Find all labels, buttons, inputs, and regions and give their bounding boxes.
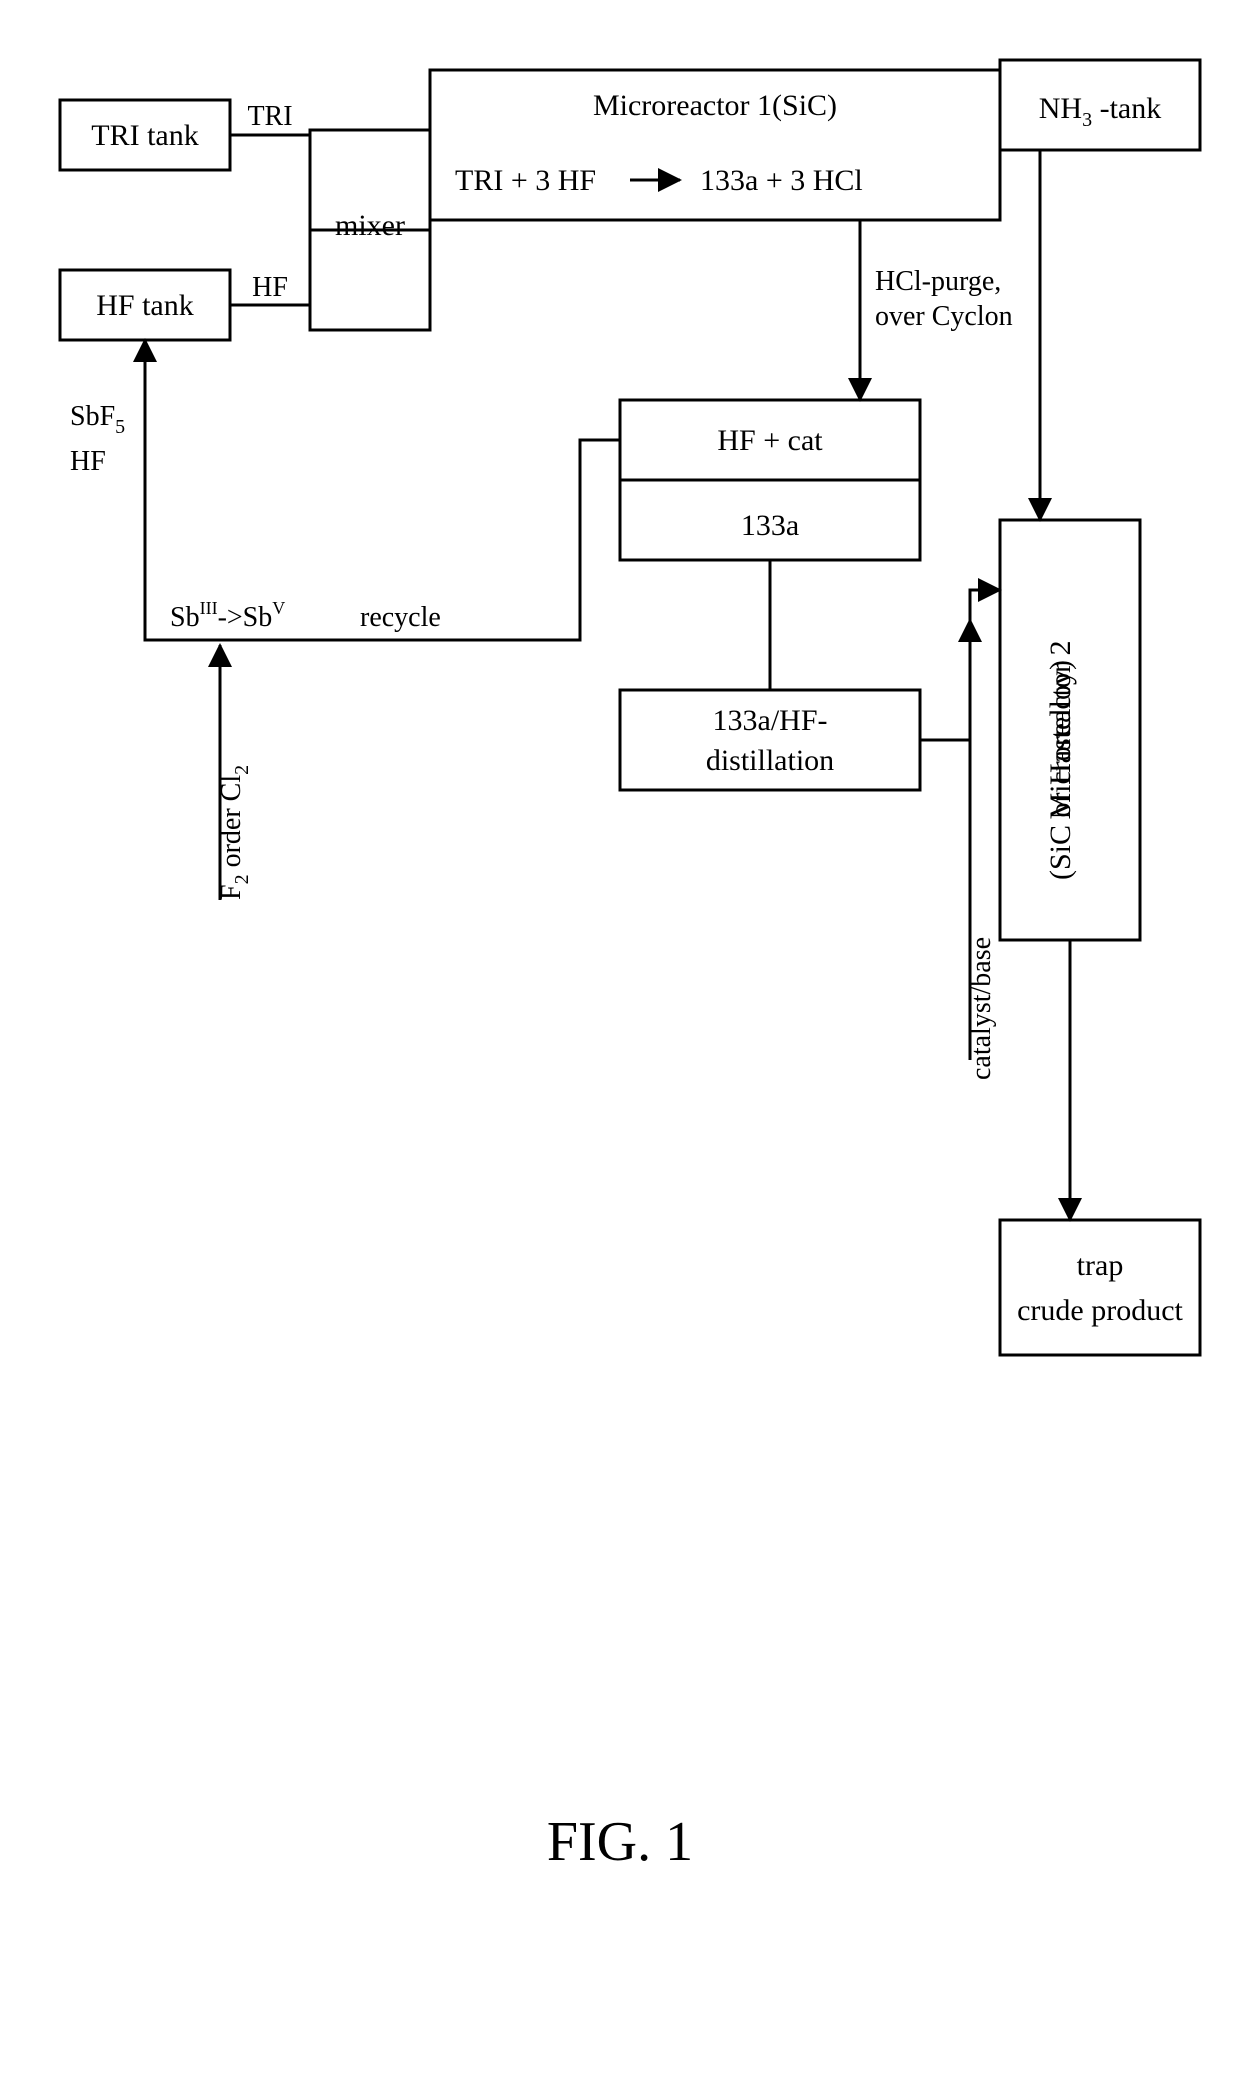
hf-tank-node: HF tank bbox=[60, 270, 230, 340]
nh3-tank-node: NH3 -tank bbox=[1000, 60, 1200, 150]
distillation-node: 133a/HF- distillation bbox=[620, 690, 920, 790]
mixer-label: mixer bbox=[335, 209, 405, 242]
trap-l2: crude product bbox=[1017, 1294, 1183, 1327]
tri-tank-node: TRI tank bbox=[60, 100, 230, 170]
edge-tri-label: TRI bbox=[247, 101, 292, 132]
reactor1-node: Microreactor 1(SiC) TRI + 3 HF 133a + 3 … bbox=[430, 70, 1000, 220]
edge-dist-r2 bbox=[920, 590, 1000, 740]
trap-node: trap crude product bbox=[1000, 1220, 1200, 1355]
figure-label: FIG. 1 bbox=[547, 1811, 693, 1873]
edge-hf-label: HF bbox=[252, 272, 288, 303]
sep-top-label: HF + cat bbox=[717, 424, 823, 457]
sep-bottom-label: 133a bbox=[741, 509, 799, 542]
hcl-purge-l1: HCl-purge, bbox=[875, 266, 1001, 297]
reactor1-eqn-left: TRI + 3 HF bbox=[455, 164, 596, 197]
catalyst-label: catalyst/base bbox=[966, 937, 997, 1080]
sb-oxidation-label: SbIII->SbV bbox=[170, 598, 285, 633]
f2cl2-label: F2 order Cl2 bbox=[216, 765, 253, 900]
reactor1-title: Microreactor 1(SiC) bbox=[593, 89, 837, 122]
distill-l1: 133a/HF- bbox=[713, 704, 828, 737]
reactor2-l2: (SiC or Hastelloy) bbox=[1044, 660, 1077, 880]
trap-l1: trap bbox=[1077, 1249, 1124, 1282]
hf-side-label: HF bbox=[70, 446, 106, 477]
hcl-purge-l2: over Cyclon bbox=[875, 301, 1013, 332]
sbf5-label: SbF5 bbox=[70, 401, 125, 438]
recycle-label: recycle bbox=[360, 602, 441, 633]
reactor1-eqn-right: 133a + 3 HCl bbox=[700, 164, 863, 197]
reactor2-node: Microreactor 2 (SiC or Hastelloy) bbox=[1000, 520, 1140, 940]
hf-tank-label: HF tank bbox=[96, 289, 194, 322]
tri-tank-label: TRI tank bbox=[91, 119, 198, 152]
separator-node: HF + cat 133a bbox=[620, 400, 920, 560]
distill-l2: distillation bbox=[706, 744, 834, 777]
